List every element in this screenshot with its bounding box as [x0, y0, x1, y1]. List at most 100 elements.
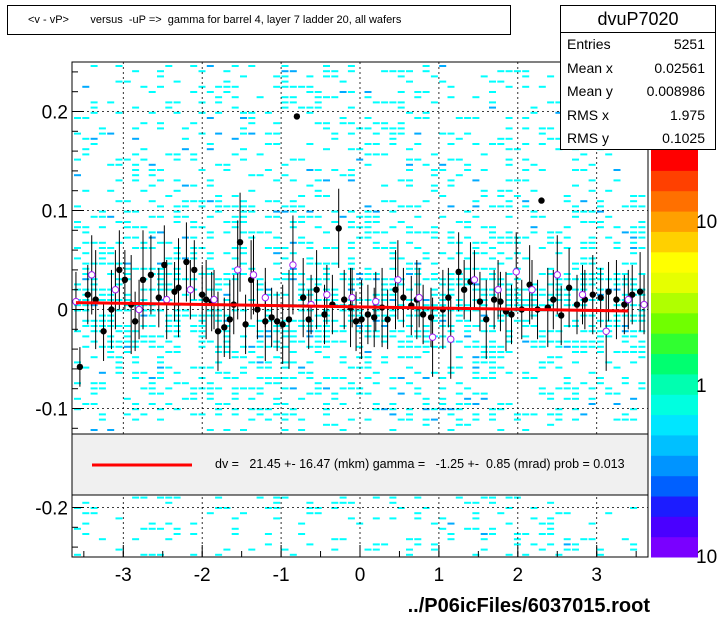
histogram-bin: [372, 143, 380, 145]
histogram-bin: [630, 231, 638, 234]
histogram-bin: [572, 397, 579, 400]
histogram-bin: [522, 377, 530, 379]
histogram-bin: [281, 361, 289, 364]
histogram-bin: [165, 366, 173, 369]
histogram-bin: [323, 75, 330, 78]
histogram-bin: [223, 299, 231, 301]
histogram-bin: [530, 189, 538, 192]
histogram-bin: [231, 153, 239, 156]
histogram-bin: [522, 117, 530, 119]
histogram-bin: [372, 241, 380, 244]
data-point-open: [640, 300, 648, 309]
histogram-bin: [264, 288, 272, 291]
histogram-bin: [289, 85, 297, 88]
histogram-bin: [347, 418, 355, 421]
histogram-bin: [132, 127, 140, 130]
histogram-bin: [115, 340, 123, 343]
histogram-bin: [90, 143, 98, 145]
histogram-bin: [455, 117, 463, 119]
histogram-bin: [406, 80, 413, 83]
histogram-bin: [347, 122, 355, 125]
histogram-bin: [588, 403, 596, 405]
histogram-bin: [455, 283, 463, 286]
histogram-bin: [580, 340, 588, 343]
histogram-bin: [173, 273, 181, 275]
histogram-bin: [206, 366, 214, 369]
histogram-bin: [206, 257, 214, 260]
histogram-bin: [430, 75, 438, 78]
histogram-bin: [364, 273, 372, 275]
histogram-bin: [389, 137, 397, 140]
data-point-filled: [226, 316, 234, 323]
histogram-bin: [605, 153, 613, 156]
histogram-bin: [107, 252, 115, 255]
histogram-bin: [605, 361, 613, 364]
histogram-bin: [547, 101, 555, 104]
histogram-bin: [580, 288, 588, 291]
histogram-bin: [530, 111, 538, 114]
histogram-bin: [397, 106, 405, 109]
histogram-bin: [538, 548, 546, 551]
histogram-bin: [489, 205, 496, 208]
histogram-bin: [347, 278, 355, 281]
histogram-bin: [206, 252, 214, 255]
stats-row: Entries 5251: [561, 33, 715, 57]
histogram-bin: [364, 117, 372, 119]
histogram-bin: [389, 283, 397, 286]
histogram-bin: [572, 325, 579, 327]
histogram-bin: [223, 340, 231, 343]
histogram-bin: [190, 366, 198, 369]
histogram-bin: [173, 205, 181, 208]
histogram-bin: [447, 236, 455, 239]
histogram-bin: [107, 215, 115, 218]
histogram-bin: [372, 122, 380, 125]
data-point-open: [394, 276, 402, 284]
histogram-bin: [439, 377, 447, 379]
histogram-bin: [123, 345, 131, 348]
histogram-bin: [223, 293, 231, 296]
histogram-bin: [422, 335, 430, 338]
histogram-bin: [264, 215, 272, 218]
histogram-bin: [74, 408, 81, 411]
histogram-bin: [248, 174, 256, 177]
histogram-bin: [547, 231, 555, 234]
histogram-bin: [430, 262, 438, 265]
histogram-bin: [638, 205, 646, 208]
histogram-bin: [397, 340, 405, 343]
fit-legend-box: [71, 433, 649, 496]
histogram-bin: [472, 267, 480, 270]
histogram-bin: [306, 215, 314, 218]
histogram-bin: [248, 351, 256, 353]
histogram-bin: [264, 247, 272, 249]
histogram-bin: [613, 226, 621, 229]
histogram-bin: [381, 283, 389, 286]
histogram-bin: [157, 377, 164, 379]
histogram-bin: [472, 413, 480, 416]
histogram-bin: [132, 247, 140, 249]
histogram-bin: [339, 80, 347, 83]
histogram-bin: [98, 387, 106, 390]
histogram-bin: [206, 91, 214, 93]
histogram-bin: [414, 371, 422, 374]
histogram-bin: [223, 221, 231, 223]
histogram-bin: [372, 215, 380, 218]
data-point-open: [111, 286, 120, 294]
histogram-bin: [381, 231, 389, 234]
histogram-bin: [206, 231, 214, 234]
histogram-bin: [489, 351, 496, 353]
histogram-bin: [206, 382, 214, 385]
histogram-bin: [190, 330, 198, 333]
histogram-bin: [406, 226, 413, 229]
histogram-bin: [240, 231, 247, 234]
histogram-bin: [140, 309, 148, 312]
histogram-bin: [430, 319, 438, 322]
histogram-bin: [298, 241, 306, 244]
histogram-bin: [339, 309, 347, 312]
histogram-bin: [580, 304, 588, 307]
histogram-bin: [165, 153, 173, 156]
histogram-bin: [123, 80, 131, 83]
histogram-bin: [323, 231, 330, 234]
histogram-bin: [588, 397, 596, 400]
histogram-bin: [489, 247, 496, 249]
histogram-bin: [364, 351, 372, 353]
